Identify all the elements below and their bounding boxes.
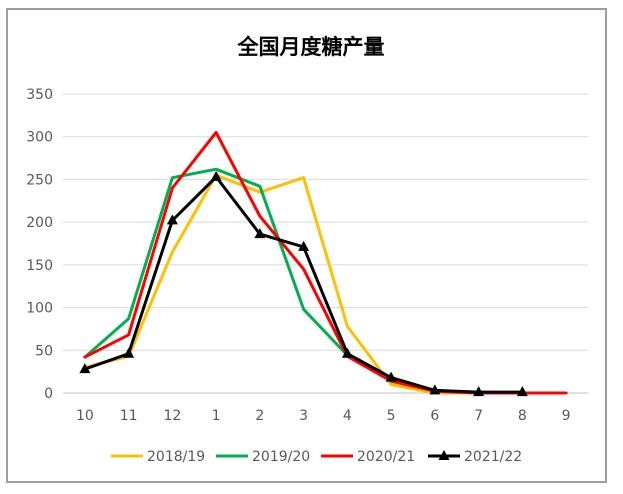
y-tick-label: 200 xyxy=(26,215,53,231)
y-tick-label: 100 xyxy=(26,301,53,317)
x-tick-label: 2 xyxy=(255,408,264,424)
data-point-marker xyxy=(516,386,528,397)
series-2019/20 xyxy=(83,167,524,395)
data-point-marker xyxy=(254,228,266,239)
x-tick-label: 1 xyxy=(212,408,221,424)
chart-frame xyxy=(6,8,607,483)
legend-label: 2018/19 xyxy=(147,449,205,465)
legend-item: 2020/21 xyxy=(321,449,415,465)
x-tick-label: 12 xyxy=(163,408,181,424)
y-tick-label: 300 xyxy=(26,130,53,146)
data-point-marker xyxy=(79,363,91,374)
legend: 2018/19 2019/20 2020/21 2021/22 xyxy=(111,449,522,465)
data-point-marker xyxy=(166,214,178,225)
legend-item: 2021/22 xyxy=(428,449,522,465)
series-layer xyxy=(79,130,568,397)
x-tick-label: 5 xyxy=(387,408,396,424)
data-point-marker xyxy=(210,170,222,181)
data-point-marker xyxy=(385,371,397,382)
x-tick-label: 9 xyxy=(562,408,571,424)
data-point-marker xyxy=(429,384,441,395)
data-point-marker xyxy=(341,347,353,358)
data-point-marker xyxy=(298,240,310,251)
series-line xyxy=(83,167,524,395)
data-point-marker xyxy=(123,347,135,358)
x-tick-label: 8 xyxy=(518,408,527,424)
legend-item: 2019/20 xyxy=(216,449,310,465)
x-tick-label: 3 xyxy=(299,408,308,424)
series-2021/22 xyxy=(79,170,528,397)
y-tick-label: 150 xyxy=(26,258,53,274)
y-tick-label: 350 xyxy=(26,87,53,103)
data-point-marker xyxy=(473,386,485,397)
series-line xyxy=(83,175,524,394)
grid-layer xyxy=(63,93,588,394)
legend-label: 2019/20 xyxy=(252,449,310,465)
legend-label: 2021/22 xyxy=(464,449,522,465)
y-tick-label: 250 xyxy=(26,172,53,188)
y-tick-label: 50 xyxy=(35,343,53,359)
x-tick-label: 7 xyxy=(474,408,483,424)
x-tick-label: 10 xyxy=(76,408,94,424)
chart-title: 全国月度糖产量 xyxy=(237,35,385,59)
y-tick-label: 0 xyxy=(44,386,53,402)
x-tick-label: 4 xyxy=(343,408,352,424)
x-tick-label: 11 xyxy=(120,408,138,424)
legend-item: 2018/19 xyxy=(111,449,205,465)
x-tick-label: 6 xyxy=(430,408,439,424)
legend-label: 2020/21 xyxy=(357,449,415,465)
legend-marker xyxy=(438,450,450,460)
